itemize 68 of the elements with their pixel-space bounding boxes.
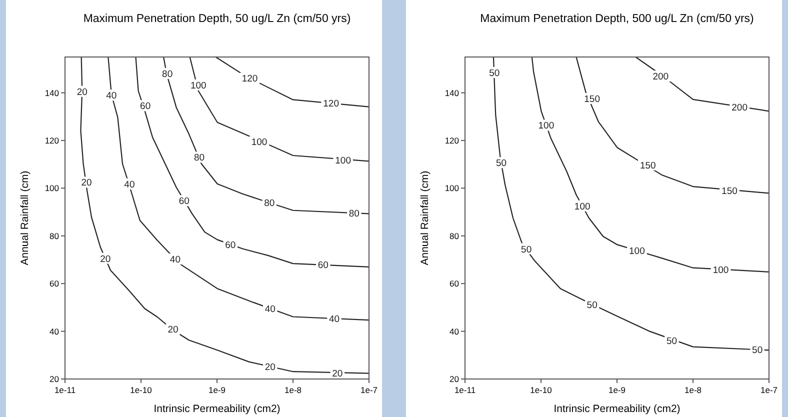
annotation: 120 [242, 74, 258, 85]
annotation: 200 [732, 102, 748, 114]
x-tick-label: 1e-7 [760, 385, 778, 395]
annotation: 100 [574, 201, 590, 212]
annotation: 100 [251, 137, 268, 148]
x-tick-label: 1e-11 [454, 385, 476, 395]
x-tick-label: 1e-7 [360, 385, 378, 395]
annotation: 60 [225, 240, 236, 251]
x-axis-title: Intrinsic Permeability (cm2) [154, 403, 280, 415]
x-tick-label: 1e-11 [54, 385, 76, 395]
y-tick-label: 100 [44, 183, 60, 194]
x-tick-label: 1e-10 [530, 385, 552, 395]
annotation: 150 [640, 160, 656, 172]
annotation: 100 [629, 246, 645, 258]
annotation: 40 [328, 314, 340, 325]
x-tick-label: 1e-10 [130, 385, 152, 395]
annotation: 50 [752, 344, 763, 356]
annotation: 100 [712, 265, 729, 276]
annotation: 60 [178, 196, 190, 208]
y-tick-label: 40 [50, 326, 60, 336]
annotation: 50 [489, 68, 500, 80]
y-tick-label: 40 [450, 326, 460, 336]
x-tick-label: 1e-9 [608, 385, 626, 395]
annotation: 100 [538, 120, 554, 132]
y-tick-label: 80 [50, 230, 60, 241]
y-tick-label: 140 [444, 88, 460, 98]
annotation: 80 [348, 208, 360, 220]
annotation: 80 [194, 152, 205, 164]
annotation: 50 [496, 158, 507, 170]
annotation: 40 [124, 179, 135, 190]
annotation: 150 [722, 186, 738, 198]
y-tick-label: 140 [44, 88, 60, 98]
annotation: 20 [81, 178, 92, 189]
annotation: 100 [335, 156, 352, 167]
annotation: 60 [318, 260, 328, 272]
x-tick-label: 1e-8 [284, 385, 302, 395]
annotation: 20 [168, 324, 178, 336]
y-tick-label: 60 [50, 278, 60, 289]
y-tick-label: 100 [444, 183, 460, 194]
x-tick-label: 1e-9 [208, 385, 226, 395]
annotation: 50 [521, 244, 532, 256]
chart-title: Maximum Penetration Depth, 50 ug/L Zn (cm/50 yrs) [83, 13, 351, 25]
y-tick-label: 120 [444, 135, 460, 146]
annotation: 50 [666, 336, 678, 347]
y-tick-label: 120 [44, 135, 60, 146]
annotation: 120 [323, 98, 340, 110]
annotation: 80 [162, 68, 173, 80]
annotation: 20 [76, 86, 88, 98]
annotation: 150 [584, 94, 600, 105]
y-tick-label: 20 [50, 374, 60, 384]
annotation: 60 [140, 101, 151, 112]
y-tick-label: 60 [450, 278, 460, 289]
annotation: 80 [264, 198, 275, 209]
annotation: 20 [100, 254, 111, 265]
annotation: 50 [586, 300, 598, 312]
annotation: 20 [264, 362, 276, 373]
annotation: 20 [332, 368, 343, 380]
y-tick-label: 80 [450, 230, 460, 241]
x-axis-title: Intrinsic Permeability (cm2) [554, 403, 680, 415]
y-axis-title: Annual Rainfall (cm) [19, 170, 31, 266]
y-tick-label: 20 [450, 374, 460, 384]
annotation: 100 [190, 80, 206, 92]
annotation: 40 [106, 90, 117, 102]
chart-title: Maximum Penetration Depth, 500 ug/L Zn (cm/50 yrs) [480, 13, 754, 25]
y-axis-title: Annual Rainfall (cm) [419, 170, 431, 266]
annotation: 40 [264, 304, 276, 315]
x-tick-label: 1e-8 [684, 385, 702, 395]
annotation: 40 [170, 254, 181, 266]
